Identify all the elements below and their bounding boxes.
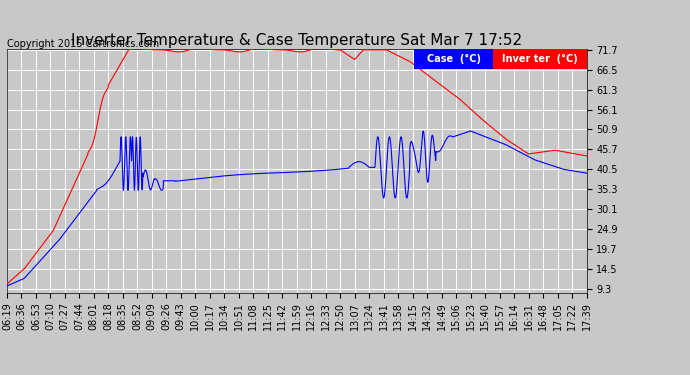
Text: Copyright 2015 Cartronics.com: Copyright 2015 Cartronics.com [7,39,159,50]
Title: Inverter Temperature & Case Temperature Sat Mar 7 17:52: Inverter Temperature & Case Temperature … [71,33,522,48]
Text: Inver ter  (°C): Inver ter (°C) [502,54,578,64]
Text: Case  (°C): Case (°C) [426,54,481,64]
